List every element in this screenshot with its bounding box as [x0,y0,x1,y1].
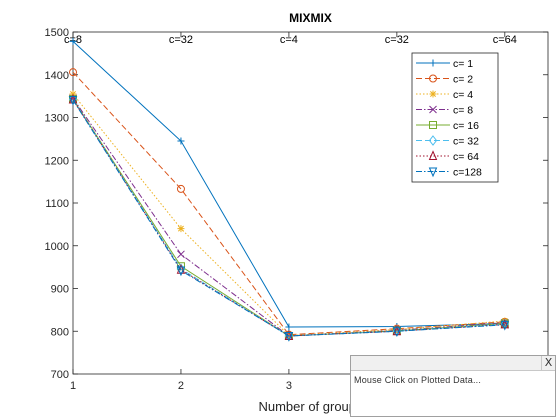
legend-label: c= 32 [453,136,479,148]
data-tip-popup: X Mouse Click on Plotted Data... [350,355,556,417]
data-point [68,93,78,104]
data-point [429,105,437,114]
data-point [176,266,186,277]
y-tick-label: 900 [51,284,69,296]
y-tick-label: 1000 [45,241,69,253]
y-tick-label: 700 [51,369,69,381]
y-tick-label: 1300 [45,113,69,125]
data-point [393,326,401,334]
legend-label: c= 4 [453,89,473,101]
x-tick-label: 2 [178,380,184,392]
data-point [500,318,510,329]
y-tick-label: 800 [51,326,69,338]
data-point [177,250,185,259]
legend: c= 1 c= 2 c= 4 c= 8 c= 16 c= 32 c= 64 c=128 [411,52,499,183]
data-point [429,121,437,129]
legend-label: c= 64 [453,151,479,163]
x-tick-label: 1 [70,380,76,392]
popup-message: Mouse Click on Plotted Data... [354,375,482,385]
y-tick-label: 1500 [45,27,69,39]
top-annotation: c=32 [169,34,193,46]
series-8 [68,95,510,342]
data-point [500,320,510,331]
top-annotation: c=32 [385,34,409,46]
top-annotation: c=64 [493,34,517,46]
data-point [429,59,437,67]
legend-label: c= 2 [453,74,473,86]
data-point [428,135,438,146]
data-point [69,37,77,45]
series-line [72,99,505,337]
data-point [428,150,438,160]
data-point [428,167,438,178]
data-point [429,90,437,98]
data-point [392,327,402,337]
top-annotation: c=4 [280,34,298,46]
x-axis-label: Number of groups [258,399,363,414]
data-point [284,331,294,342]
y-tick-label: 1200 [45,155,69,167]
x-tick-label: 3 [286,380,292,392]
legend-box [411,52,499,183]
data-point [176,263,186,274]
data-point [177,225,185,233]
data-point [429,74,437,83]
data-point [285,323,293,331]
legend-label: c=128 [453,167,482,179]
data-point [177,137,185,145]
legend-label: c= 1 [453,58,473,70]
series-line [72,99,505,337]
data-point [176,184,185,193]
data-point [69,68,77,77]
legend-label: c= 8 [453,105,473,117]
y-tick-label: 1100 [45,198,69,210]
legend-label: c= 16 [453,120,479,132]
close-icon[interactable]: X [541,356,555,370]
chart-title: MIXMIX [289,11,332,25]
y-tick-label: 1400 [45,70,69,82]
popup-title-bar: X [351,356,555,371]
data-point [68,95,78,106]
